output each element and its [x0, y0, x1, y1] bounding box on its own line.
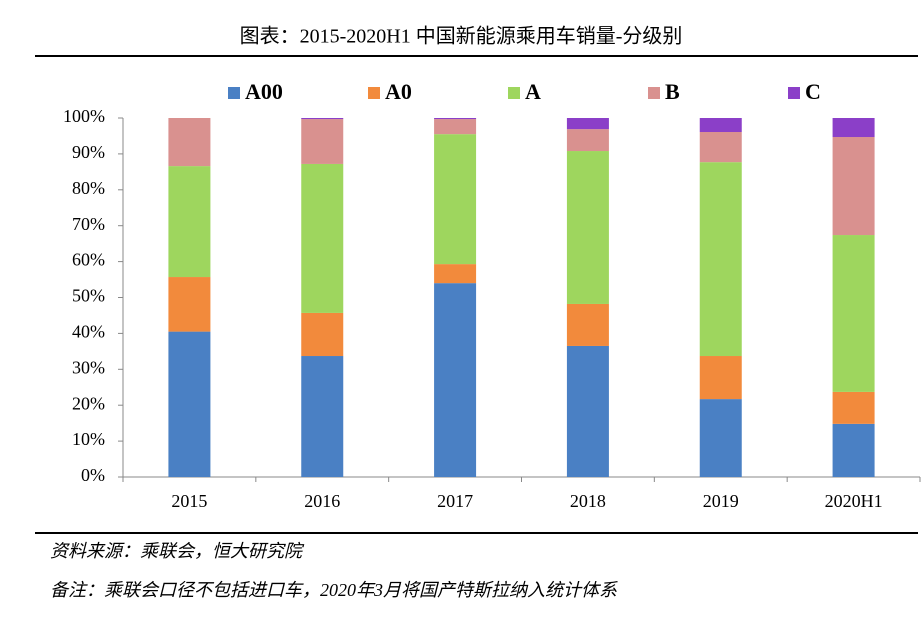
bar-segment: [301, 119, 344, 164]
legend-label: A00: [245, 79, 283, 104]
x-tick-label: 2015: [171, 491, 207, 511]
legend-label: A: [525, 79, 541, 104]
y-tick-label: 100%: [63, 106, 105, 126]
bar-segment: [434, 134, 477, 265]
bar-segment: [168, 331, 211, 477]
y-tick-label: 10%: [72, 429, 105, 449]
legend-label: A0: [385, 79, 412, 104]
bar-segment: [699, 356, 742, 400]
bar-segment: [168, 118, 211, 167]
y-tick-label: 20%: [72, 393, 105, 413]
legend-swatch: [648, 87, 660, 99]
bar-segment: [566, 303, 609, 346]
footnote: 备注：乘联会口径不包括进口车，2020年3月将国产特斯拉纳入统计体系: [50, 580, 618, 600]
bar-segment: [832, 118, 875, 138]
y-tick-label: 50%: [72, 286, 105, 306]
bar-segment: [566, 345, 609, 477]
legend-swatch: [368, 87, 380, 99]
x-tick-label: 2017: [437, 491, 473, 511]
bar-segment: [699, 399, 742, 477]
y-tick-label: 40%: [72, 322, 105, 342]
bar-segment: [168, 277, 211, 332]
bar-segment: [434, 119, 477, 135]
y-tick-label: 70%: [72, 214, 105, 234]
bar-segment: [301, 356, 344, 477]
legend-swatch: [228, 87, 240, 99]
x-tick-label: 2016: [304, 491, 340, 511]
y-tick-label: 60%: [72, 250, 105, 270]
bar-segment: [699, 118, 742, 133]
x-tick-label: 2020H1: [825, 491, 883, 511]
bar-segment: [699, 132, 742, 163]
bar-segment: [832, 137, 875, 236]
bar-segment: [301, 163, 344, 313]
legend-swatch: [508, 87, 520, 99]
y-tick-label: 30%: [72, 357, 105, 377]
legend-label: B: [665, 79, 680, 104]
bar-segment: [566, 118, 609, 130]
x-tick-label: 2019: [703, 491, 739, 511]
bar-segment: [566, 151, 609, 304]
bar-segment: [434, 118, 477, 120]
y-tick-label: 90%: [72, 142, 105, 162]
bar-segment: [301, 312, 344, 357]
x-tick-label: 2018: [570, 491, 606, 511]
y-tick-label: 0%: [81, 465, 105, 485]
bar-segment: [434, 283, 477, 477]
bar-segment: [832, 391, 875, 424]
bar-segment: [832, 235, 875, 392]
bar-segment: [566, 129, 609, 152]
bar-segment: [168, 166, 211, 278]
bar-segment: [301, 118, 344, 120]
bar-segment: [699, 162, 742, 357]
bar-segment: [832, 423, 875, 477]
legend-label: C: [805, 79, 821, 104]
y-tick-label: 80%: [72, 178, 105, 198]
bar-segment: [434, 264, 477, 284]
chart-title: 图表：2015-2020H1 中国新能源乘用车销量-分级别: [240, 25, 683, 48]
legend-swatch: [788, 87, 800, 99]
footnote: 资料来源：乘联会，恒大研究院: [50, 541, 305, 561]
